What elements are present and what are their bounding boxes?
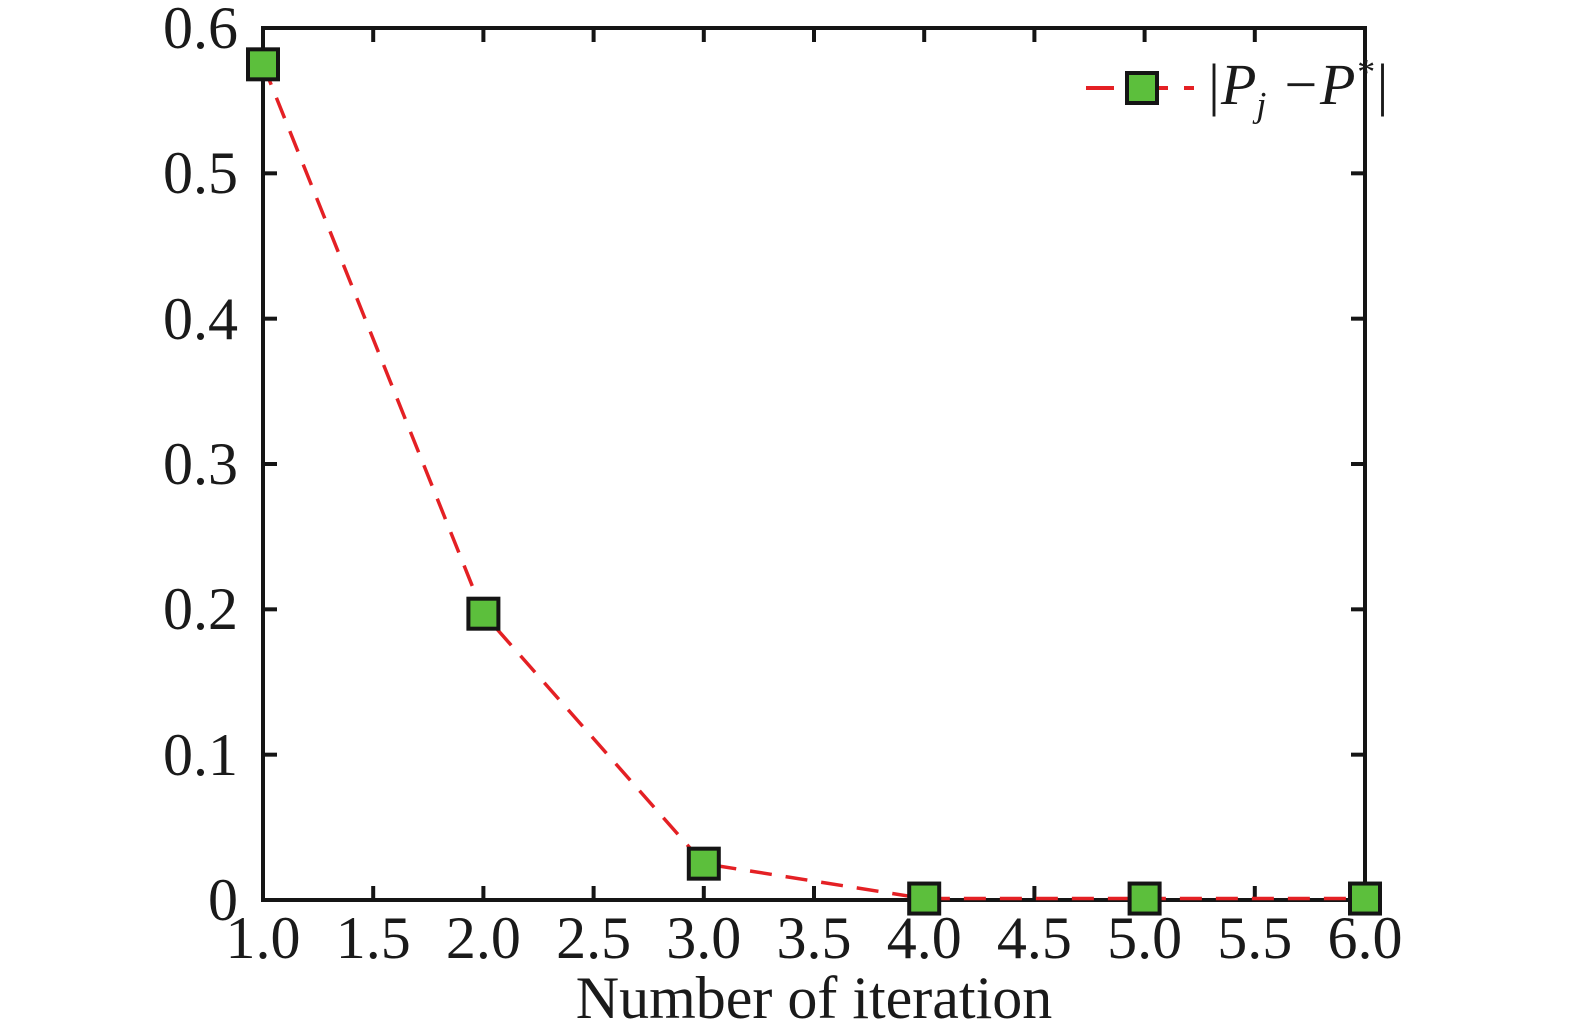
legend-label-open: |P <box>1205 52 1257 117</box>
data-marker <box>907 881 942 916</box>
legend-label-sub: j <box>1256 84 1267 125</box>
x-tick-label: 3.5 <box>776 905 852 971</box>
data-marker <box>466 596 501 631</box>
x-tick-label: 1.0 <box>225 905 301 971</box>
x-tick-label: 5.5 <box>1217 905 1293 971</box>
y-tick-label: 0 <box>208 867 238 933</box>
x-tick-label: 2.0 <box>445 905 521 971</box>
y-tick-label: 0.6 <box>163 0 238 61</box>
legend-label-close: | <box>1373 52 1390 117</box>
y-tick-label: 0.2 <box>163 576 238 643</box>
legend-sample <box>1086 71 1194 105</box>
x-axis-title: Number of iteration <box>575 965 1053 1031</box>
data-marker <box>1127 881 1162 916</box>
x-tick-label: 1.5 <box>335 905 411 971</box>
x-tick-label: 4.0 <box>886 905 962 971</box>
legend-label: |Pj −P*| <box>1205 50 1390 123</box>
x-tick-label: 3.0 <box>666 905 742 971</box>
x-tick-label: 4.5 <box>996 905 1072 971</box>
data-marker <box>1348 881 1382 916</box>
x-tick-label: 2.5 <box>556 905 632 971</box>
legend-label-mid: −P <box>1266 52 1356 117</box>
x-tick-label: 6.0 <box>1327 905 1403 971</box>
y-tick-label: 0.1 <box>163 721 238 788</box>
data-marker <box>686 846 721 881</box>
data-marker <box>246 47 280 82</box>
y-tick-label: 0.3 <box>163 431 238 497</box>
series-line <box>261 63 1365 901</box>
legend-label-sup: * <box>1355 51 1374 92</box>
y-tick-label: 0.5 <box>163 140 238 207</box>
legend-marker <box>1125 71 1159 105</box>
y-tick-label: 0.4 <box>163 285 238 352</box>
x-tick-label: 5.0 <box>1107 905 1183 971</box>
plot-box <box>261 26 1367 902</box>
